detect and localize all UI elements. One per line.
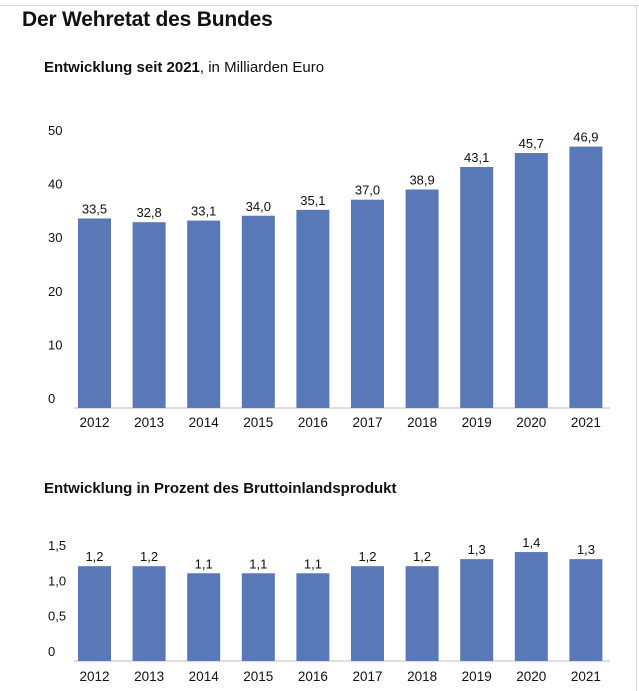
chart2-title: Entwicklung in Prozent des Bruttoinlands… <box>44 480 397 497</box>
chart1-x-tick-label: 2013 <box>134 415 164 430</box>
chart1-bar <box>514 153 548 408</box>
chart1-data-label: 38,9 <box>409 172 434 187</box>
chart1-title-rest: , in Milliarden Euro <box>199 59 325 76</box>
chart2-data-label: 1,3 <box>577 542 595 557</box>
chart1-title-bold: Entwicklung seit 2021 <box>44 59 200 76</box>
chart2-x-tick-label: 2017 <box>352 669 382 684</box>
chart1-x-tick-label: 2017 <box>352 415 382 430</box>
chart1-data-label: 33,5 <box>82 201 107 216</box>
chart1-x-tick-label: 2014 <box>189 415 220 430</box>
chart1-ytick-label: 50 <box>48 123 62 138</box>
chart1-x-tick-label: 2021 <box>571 415 601 430</box>
chart2-data-label: 1,2 <box>358 549 376 564</box>
chart1-data-label: 32,8 <box>136 205 161 220</box>
chart1-data-label: 33,1 <box>191 204 216 219</box>
chart2-ytick-label: 1,0 <box>48 573 66 588</box>
chart1-x-tick-label: 2020 <box>516 415 546 430</box>
chart1-bar <box>132 222 166 408</box>
chart2-title-bold: Entwicklung in Prozent des Bruttoinlands… <box>44 480 397 497</box>
chart2-ytick-label: 0,5 <box>48 609 66 624</box>
chart1-data-label: 45,7 <box>519 136 544 151</box>
chart2-data-label: 1,1 <box>195 556 213 571</box>
chart2-x-tick-label: 2018 <box>407 669 437 684</box>
chart1-x-tick-label: 2015 <box>243 415 273 430</box>
chart2-data-label: 1,4 <box>522 535 540 550</box>
chart1-bar <box>78 218 111 408</box>
chart1-bar <box>241 215 275 408</box>
chart2-x-tick-label: 2019 <box>462 669 492 684</box>
chart2-x-tick-label: 2012 <box>79 669 109 684</box>
chart2-data-label: 1,2 <box>413 549 431 564</box>
chart1-title: Entwicklung seit 2021, in Milliarden Eur… <box>44 59 324 76</box>
chart1-x-tick-label: 2019 <box>462 415 492 430</box>
chart2-x-tick-label: 2013 <box>134 669 164 684</box>
chart1-bar <box>187 220 221 408</box>
chart2-bar <box>296 573 330 661</box>
chart2-bar <box>405 566 439 661</box>
chart2-data-label: 1,3 <box>468 542 486 557</box>
chart2-data-label: 1,2 <box>85 549 103 564</box>
chart2-x-tick-label: 2016 <box>298 669 328 684</box>
chart1-x-tick-label: 2018 <box>407 415 437 430</box>
chart2-bar <box>460 559 494 661</box>
chart2-bar <box>351 566 384 661</box>
chart1-ytick-label: 20 <box>48 284 62 299</box>
chart2-bar <box>569 559 603 661</box>
chart2-x-tick-label: 2021 <box>571 669 601 684</box>
chart1-bar <box>351 199 384 408</box>
chart1-bar <box>460 166 494 408</box>
chart2-x-tick-label: 2014 <box>189 669 220 684</box>
chart1-bar <box>296 209 330 408</box>
chart1-bar <box>405 189 439 408</box>
chart1-data-label: 43,1 <box>464 150 489 165</box>
page-title: Der Wehretat des Bundes <box>22 8 273 31</box>
chart1-data-label: 35,1 <box>300 193 325 208</box>
right-border <box>636 5 637 691</box>
chart1-data-label: 46,9 <box>573 130 598 145</box>
chart1-x-tick-label: 2012 <box>79 415 109 430</box>
chart2-ytick-label: 0 <box>48 644 55 659</box>
chart1-data-label: 37,0 <box>355 183 380 198</box>
chart2-bar <box>514 552 548 661</box>
chart2-data-label: 1,1 <box>304 556 322 571</box>
chart1-ytick-label: 40 <box>48 177 62 192</box>
chart1-ytick-label: 30 <box>48 230 62 245</box>
chart2-bar <box>132 566 166 661</box>
chart2-data-label: 1,2 <box>140 549 158 564</box>
chart2-bar <box>241 573 275 661</box>
chart2-bar <box>187 573 221 661</box>
chart2-data-label: 1,1 <box>249 556 267 571</box>
chart1-ytick-label: 0 <box>48 391 55 406</box>
chart1-svg: 0 10 20 30 40 50 33,5 2012 32,8 2013 33,1 2014 34,0 2… <box>48 123 610 430</box>
top-border <box>0 5 639 6</box>
chart2-x-tick-label: 2015 <box>243 669 273 684</box>
chart2-bar <box>78 566 111 661</box>
chart1-x-tick-label: 2016 <box>298 415 328 430</box>
chart1-bar <box>569 146 603 408</box>
chart2-ytick-label: 1,5 <box>48 538 66 553</box>
chart2-x-tick-label: 2020 <box>516 669 546 684</box>
chart1-ytick-label: 10 <box>48 337 62 352</box>
chart1-data-label: 34,0 <box>246 199 271 214</box>
